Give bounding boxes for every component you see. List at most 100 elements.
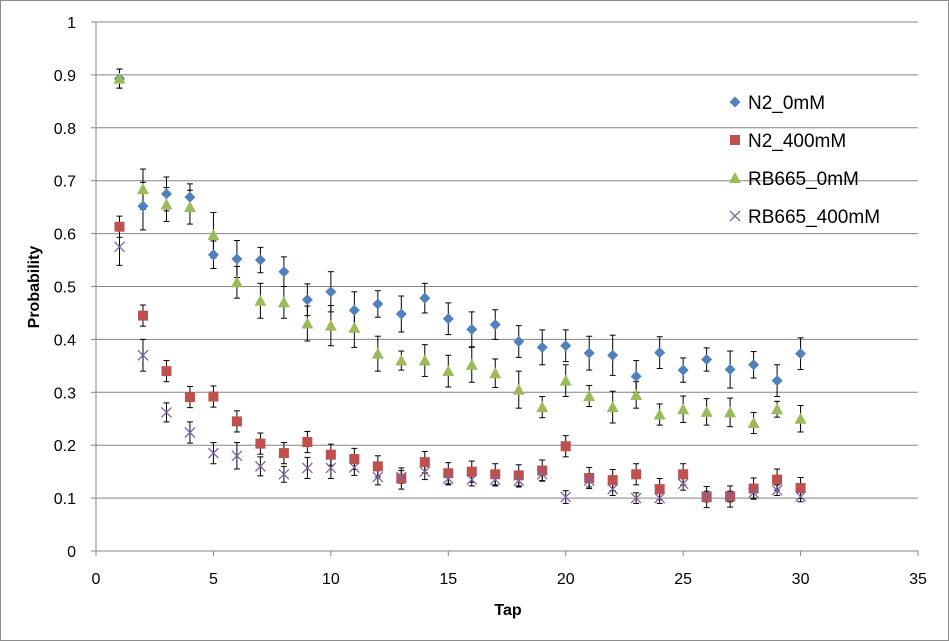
x-tick-label: 25 [674,571,692,588]
data-point-rb665-0mm [136,183,149,195]
legend-marker [729,172,741,183]
data-point-rb665-400mm [325,462,337,474]
y-tick-label: 0.8 [54,121,76,138]
data-point-n2-400mm [631,469,642,480]
data-point-rb665-400mm [160,406,172,418]
data-point-rb665-400mm [771,484,783,496]
data-point-n2-400mm [161,366,172,377]
y-tick-label: 0.4 [54,332,76,349]
data-point-rb665-0mm [183,201,196,213]
data-point-n2-400mm [795,483,806,494]
data-point-rb665-0mm [254,294,267,306]
data-point-rb665-0mm [371,347,384,359]
y-tick-label: 0 [67,544,76,561]
data-point-n2-400mm [584,472,595,483]
data-point-rb665-0mm [630,388,643,400]
data-point-rb665-400mm [795,491,807,502]
data-point-rb665-0mm [700,405,713,417]
data-point-n2-400mm [466,466,477,477]
data-point-rb665-400mm [748,487,760,499]
data-point-rb665-0mm [230,276,243,288]
data-point-rb665-0mm [677,403,690,415]
data-point-n2-0mm [325,286,337,298]
data-point-n2-0mm [372,298,384,310]
data-point-rb665-0mm [324,319,337,331]
y-tick-label: 0.2 [54,438,76,455]
data-point-n2-400mm [372,461,383,472]
data-point-n2-400mm [231,416,242,427]
data-point-rb665-400mm [489,474,501,486]
data-point-n2-0mm [630,370,642,382]
data-point-n2-0mm [137,200,149,212]
data-point-rb665-0mm [160,198,173,210]
data-point-rb665-400mm [654,492,666,504]
data-point-n2-400mm [325,449,336,460]
x-tick-label: 30 [792,571,810,588]
data-point-n2-0mm [278,266,290,278]
data-point-rb665-0mm [559,374,572,386]
data-point-n2-400mm [278,448,289,459]
data-point-rb665-0mm [207,229,220,241]
data-point-n2-0mm [395,308,407,320]
data-point-n2-400mm [184,392,195,403]
data-point-n2-0mm [677,364,689,376]
data-point-n2-0mm [160,188,172,200]
data-point-n2-0mm [466,323,478,335]
data-point-n2-0mm [489,319,501,331]
data-point-rb665-0mm [489,367,502,379]
y-tick-label: 0.3 [54,385,76,402]
data-point-rb665-0mm [113,72,126,84]
data-point-rb665-0mm [395,354,408,366]
legend-marker [729,210,741,222]
data-point-n2-0mm [442,313,454,325]
data-point-rb665-0mm [465,358,478,370]
data-point-n2-0mm [701,354,713,366]
data-point-rb665-400mm [442,473,454,484]
data-point-n2-400mm [396,473,407,484]
data-point-n2-400mm [513,470,524,481]
y-tick-label: 1 [67,15,76,32]
y-axis-title: Probability [26,246,43,329]
data-point-n2-400mm [255,438,266,449]
data-point-n2-400mm [537,465,548,476]
data-point-n2-0mm [795,348,807,360]
gridlines [96,21,918,499]
data-point-n2-0mm [254,254,266,266]
data-point-rb665-400mm [560,491,572,503]
data-point-rb665-400mm [466,474,478,486]
y-tick-label: 0.5 [54,280,76,297]
data-point-rb665-400mm [677,478,689,490]
legend-marker [730,135,740,145]
legend-label: RB665_400mM [748,207,880,228]
data-point-n2-0mm [560,340,572,352]
y-tick-label: 0.7 [54,174,76,191]
x-tick-label: 15 [439,571,457,588]
data-point-n2-400mm [560,441,571,452]
data-point-n2-0mm [771,375,783,387]
data-point-n2-0mm [724,364,736,376]
data-point-rb665-400mm [372,471,384,483]
data-point-n2-400mm [490,469,501,480]
tick-labels: 00.10.20.30.40.50.60.70.80.910 5 10 15 20 25 3… [54,15,927,588]
data-point-n2-400mm [654,484,665,495]
data-point-rb665-0mm [418,354,431,366]
data-point-rb665-400mm [137,349,149,361]
data-point-rb665-0mm [771,403,784,415]
data-point-n2-0mm [231,253,243,265]
data-point-rb665-400mm [278,468,290,480]
data-point-rb665-0mm [583,390,596,402]
data-point-rb665-0mm [724,406,737,418]
data-point-rb665-400mm [231,450,243,462]
legend: N2_0mM N2_400mM RB665_0mM RB665_400mM [729,93,880,228]
data-point-rb665-400mm [513,475,525,487]
data-point-rb665-0mm [512,383,525,395]
data-point-rb665-0mm [536,401,549,413]
data-point-rb665-400mm [607,483,619,495]
data-point-n2-400mm [772,474,783,485]
x-tick-label: 20 [557,571,575,588]
data-point-rb665-0mm [653,408,666,420]
data-points [113,72,807,504]
data-point-rb665-400mm [348,461,360,473]
data-point-n2-0mm [301,294,313,306]
